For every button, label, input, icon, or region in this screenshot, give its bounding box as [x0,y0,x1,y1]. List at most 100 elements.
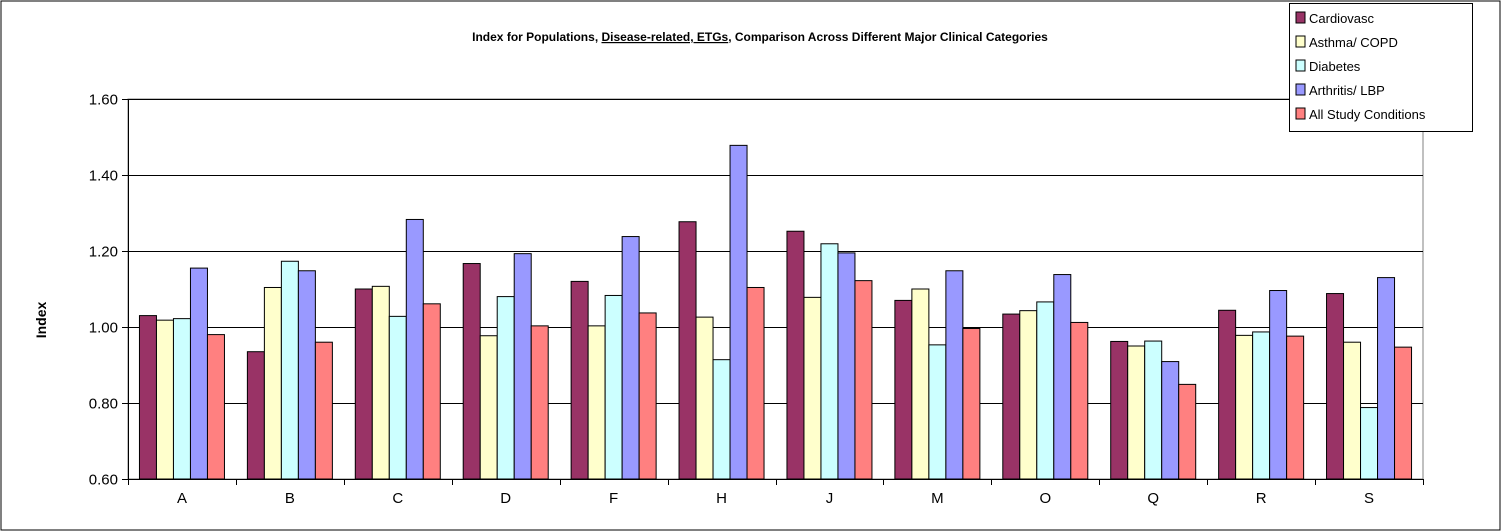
bar [138,315,157,480]
bar [911,288,930,480]
chart-title-part: Disease-related, ETGs [601,30,728,44]
bar [1235,334,1254,480]
x-tick-label: M [931,490,944,507]
bar [587,325,606,480]
bar [1326,293,1345,480]
bar-group-D [462,253,549,480]
bar [496,296,515,480]
bar-group-M [894,270,981,480]
bar [513,253,532,480]
bar [280,260,299,480]
bar [820,243,839,480]
legend-label: Cardiovasc [1309,11,1375,26]
legend-item: Diabetes [1295,59,1361,74]
y-tick-label: 0.80 [89,396,118,413]
bar [388,315,407,480]
bar [638,312,657,480]
bar [1343,341,1362,480]
bar [962,328,981,480]
gridlines [127,98,1424,480]
chart-title: Index for Populations, Disease-related, … [472,30,1048,44]
bar [1377,277,1396,480]
bar [729,144,748,480]
bar-group-R [1218,290,1305,480]
bar [479,335,498,480]
legend: Cardiovasc Asthma/ COPD Diabetes Arthritis/… [1289,3,1473,132]
legend-item: All Study Conditions [1295,107,1426,122]
x-tick-label: R [1256,490,1267,507]
legend-swatch [1295,35,1306,48]
bar [189,267,208,480]
tick-labels: 0.60 0.80 1.00 1.20 1.40 1.60 A B C D F H J M O Q R S [89,92,1424,507]
x-tick-label: Q [1147,490,1159,507]
bar [1002,313,1021,480]
bar [1127,345,1146,480]
bar [462,263,481,480]
bar [1019,310,1038,480]
bars [138,144,1413,480]
bar [604,294,623,480]
bar [1110,340,1129,480]
x-tick-label: H [716,490,727,507]
x-tick-label: A [177,490,187,507]
bar [314,341,333,480]
legend-label: Diabetes [1309,59,1361,74]
bar-group-A [138,267,225,480]
bar [246,351,265,480]
y-tick-label: 1.20 [89,244,118,261]
bar [621,236,640,480]
bar-group-Q [1110,340,1197,480]
bar [172,318,191,480]
bar [371,285,390,480]
bar [422,303,441,480]
y-tick-label: 1.40 [89,168,118,185]
legend-item: Cardiovasc [1295,11,1375,26]
legend-box [1289,3,1473,132]
bar [1036,301,1055,480]
bar [695,316,714,480]
legend-label: All Study Conditions [1309,107,1426,122]
bar-group-B [246,260,333,480]
bar [1218,309,1237,480]
legend-item: Asthma/ COPD [1295,35,1398,50]
x-tick-label: D [500,490,511,507]
bar [570,280,589,480]
bar [297,270,316,480]
legend-swatch [1295,83,1306,96]
bar [928,344,947,480]
bar [786,230,805,480]
chart-title-part: Index for Populations, [472,30,601,44]
bar [678,221,697,480]
bar [530,325,549,480]
bar [263,286,282,480]
bar-group-S [1326,277,1413,480]
legend-label: Arthritis/ LBP [1309,83,1385,98]
bar [837,252,856,480]
bar [945,270,964,480]
x-tick-label: F [609,490,618,507]
bar [1286,335,1305,480]
y-axis-title: Index [33,302,49,339]
bar [1144,340,1163,480]
legend-swatch [1295,11,1306,24]
bar [354,288,373,480]
bar [1053,274,1072,480]
bar [155,319,174,480]
chart-title-part: , Comparison Across Different Major Clin… [728,30,1048,44]
bar-group-F [570,236,657,480]
bar [894,299,913,480]
legend-item: Arthritis/ LBP [1295,83,1385,98]
x-tick-label: C [392,490,403,507]
bar [1360,407,1379,480]
y-tick-label: 0.60 [89,472,118,489]
x-tick-label: O [1039,490,1051,507]
bar [746,286,765,480]
legend-label: Asthma/ COPD [1309,35,1398,50]
bar [1269,290,1288,480]
bar [854,280,873,480]
bar [206,334,225,480]
legend-swatch [1295,107,1306,120]
x-tick-label: J [826,490,834,507]
bar [1394,346,1413,480]
